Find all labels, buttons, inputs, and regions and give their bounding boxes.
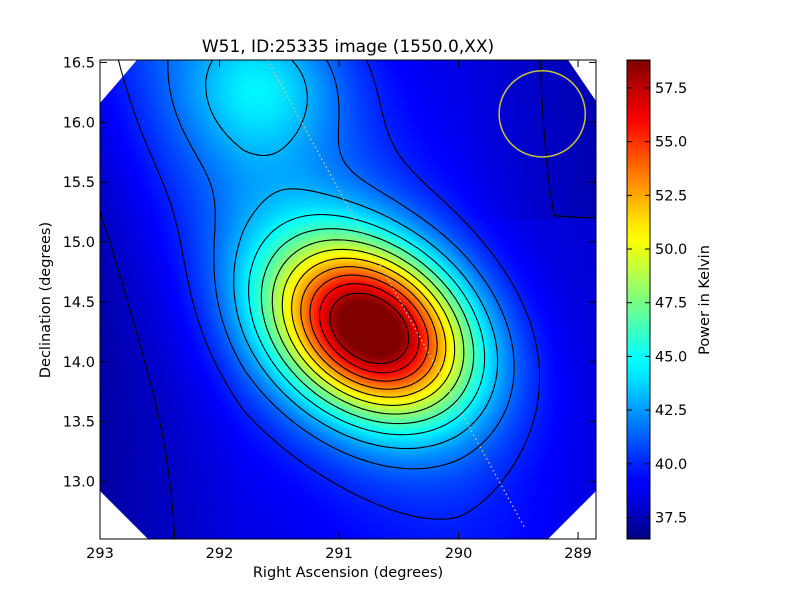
y-axis: 13.0 13.5 14.0 14.5 15.0 15.5 16.0 16.5: [63, 55, 596, 491]
plot-area: [100, 60, 596, 539]
contour-line: [291, 257, 447, 398]
y-tick-label: 13.0: [63, 475, 95, 491]
y-tick-label: 14.5: [63, 295, 95, 311]
x-tick-label: 293: [86, 546, 114, 562]
x-axis: 293 292 291 290 289: [86, 60, 592, 562]
y-axis-label: Declination (degrees): [38, 222, 54, 378]
y-tick-label: 16.0: [63, 115, 95, 131]
blank-corner-bottom-right: [548, 491, 596, 539]
chart-title: W51, ID:25335 image (1550.0,XX): [202, 37, 494, 57]
colorbar-gradient: [626, 59, 651, 540]
colorbar-tick-label: 40.0: [655, 457, 687, 473]
contour-line: [318, 283, 420, 374]
colorbar-tick-label: 47.5: [655, 296, 687, 312]
contour-line: [117, 60, 541, 520]
plot-frame: [99, 59, 597, 540]
x-tick-label: 291: [325, 546, 353, 562]
contour-line: [167, 60, 515, 470]
x-tick-label: 290: [445, 546, 473, 562]
colorbar-ticks: 37.5 40.0 42.5 45.0 47.5 50.0 52.5 55.0 57.5: [627, 81, 687, 527]
y-tick-label: 15.0: [63, 235, 95, 251]
contour-line: [260, 228, 475, 425]
beam-circle: [498, 70, 587, 158]
colorbar-tick-label: 45.0: [655, 349, 687, 365]
colorbar-tick-label: 52.5: [655, 188, 687, 204]
contour-line: [100, 60, 596, 539]
blank-corner-bottom-left: [100, 491, 148, 539]
colorbar: 37.5 40.0 42.5 45.0 47.5 50.0 52.5 55.0 57.5 Pow…: [626, 59, 713, 540]
galactic-plane-line: [266, 60, 525, 528]
blank-corner-top-left: [100, 60, 137, 103]
contour-lines: [100, 60, 596, 539]
colorbar-tick-label: 42.5: [655, 403, 687, 419]
contour-line: [300, 266, 438, 390]
x-tick-label: 292: [206, 546, 234, 562]
colorbar-label: Power in Kelvin: [697, 245, 713, 355]
contour-line: [271, 239, 465, 415]
contour-line: [281, 248, 456, 406]
y-tick-label: 13.5: [63, 415, 95, 431]
x-tick-label: 289: [564, 546, 592, 562]
contour-line: [329, 292, 410, 365]
colorbar-tick-label: 57.5: [655, 81, 687, 97]
heatmap-image: [100, 60, 596, 539]
colorbar-tick-label: 37.5: [655, 511, 687, 527]
x-axis-label: Right Ascension (degrees): [253, 565, 443, 581]
colorbar-tick-label: 55.0: [655, 135, 687, 151]
colorbar-tick-label: 50.0: [655, 242, 687, 258]
contour-line: [205, 60, 499, 450]
y-tick-label: 16.5: [63, 55, 95, 71]
y-tick-label: 15.5: [63, 175, 95, 191]
contour-line: [248, 214, 486, 436]
y-tick-label: 14.0: [63, 355, 95, 371]
contour-line: [309, 274, 429, 382]
blank-corner-top-right: [568, 60, 596, 101]
